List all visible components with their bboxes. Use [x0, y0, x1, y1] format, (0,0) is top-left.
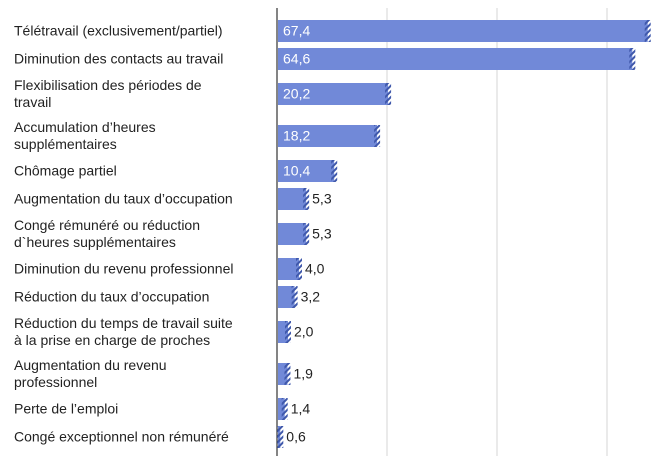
bar [278, 223, 307, 245]
bar-hatch [629, 48, 636, 70]
bar-hatch [291, 286, 298, 308]
value-label: 1,4 [291, 401, 311, 417]
value-label: 64,6 [283, 51, 310, 67]
category-label: Flexibilisation des périodes de travail [14, 77, 202, 110]
value-label: 5,3 [312, 226, 332, 242]
bar [278, 286, 295, 308]
value-label: 5,3 [312, 191, 332, 207]
category-label: Télétravail (exclusivement/partiel) [14, 22, 223, 39]
bar-hatch [281, 398, 288, 420]
bar-hatch [296, 258, 302, 280]
bar [278, 321, 288, 343]
value-label: 67,4 [283, 23, 310, 39]
bar [278, 258, 299, 280]
bar [278, 83, 389, 105]
bar [278, 48, 633, 70]
category-label: Augmentation du taux d’occupation [14, 190, 233, 207]
category-label: Réduction du temps de travail suite à la… [14, 315, 233, 348]
value-label: 4,0 [305, 261, 325, 277]
bar-hatch [285, 321, 291, 343]
bar [278, 188, 307, 210]
bar [278, 20, 648, 42]
bar [278, 363, 288, 385]
value-label: 18,2 [283, 128, 310, 144]
value-label: 3,2 [301, 289, 321, 305]
bar-hatch [284, 363, 291, 385]
value-label: 0,6 [286, 429, 306, 445]
category-label: Accumulation d’heures supplémentaires [14, 119, 156, 152]
category-label: Congé exceptionnel non rémunéré [14, 428, 229, 445]
category-label: Congé rémunéré ou réduction d`heures sup… [14, 217, 201, 250]
bar-hatch [644, 20, 651, 42]
bar-hatch [303, 188, 310, 210]
bar-hatch [385, 83, 392, 105]
bar-hatch [374, 125, 381, 147]
category-label: Réduction du taux d’occupation [14, 288, 210, 305]
category-label: Diminution du revenu professionnel [14, 260, 234, 277]
bar [278, 125, 378, 147]
bar-hatch [303, 223, 310, 245]
category-label: Perte de l’emploi [14, 400, 119, 417]
bar [278, 160, 335, 182]
category-label: Chômage partiel [14, 162, 117, 179]
value-label: 20,2 [283, 86, 310, 102]
value-label: 2,0 [294, 324, 314, 340]
bar [278, 398, 285, 420]
category-label: Diminution des contacts au travail [14, 50, 224, 67]
value-label: 1,9 [293, 366, 313, 382]
bar-hatch [277, 426, 284, 448]
bar-hatch [331, 160, 338, 182]
category-label: Augmentation du revenu professionnel [14, 357, 167, 390]
value-label: 10,4 [283, 163, 310, 179]
